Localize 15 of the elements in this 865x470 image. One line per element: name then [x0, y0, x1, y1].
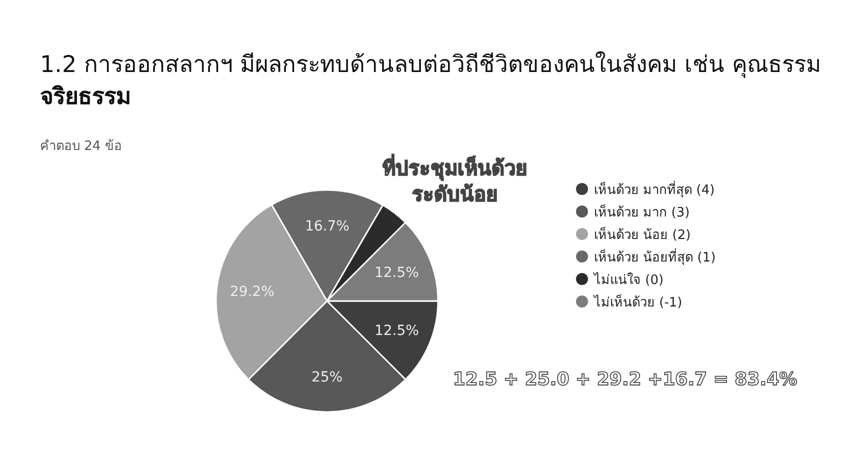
data-label: 29.2% — [230, 284, 274, 300]
legend-label: ไม่เห็นด้วย (-1) — [593, 292, 682, 310]
data-label: 12.5% — [374, 265, 419, 282]
data-label: 25% — [311, 369, 343, 386]
text: 12.5 + 25.0 + 29.2 +16.7 = 83.4% — [452, 369, 798, 390]
title: 1.2 การออกสลากฯ มีผลกระทบด้านลบต่อวิถีชีวิตของคนในสังคม เช่น คุณธรรม จริยธรรม — [40, 52, 821, 110]
legend-label: ไม่แน่ใจ (0) — [593, 272, 664, 288]
text: คำตอบ 24 ข้อ — [40, 139, 122, 154]
legend-label: เห็นด้วย น้อย (2) — [594, 225, 691, 243]
text: ที่ประชุมเห็นด้วย ระดับน้อย — [382, 153, 528, 206]
data-label: 16.7% — [304, 218, 350, 235]
legend-label: เห็นด้วย มากที่สุด (4) — [594, 180, 715, 198]
data-label: 12.5% — [374, 322, 419, 339]
legend-label: เห็นด้วย มาก (3) — [594, 202, 690, 220]
legend-label: เห็นด้วย น้อยที่สุด (1) — [594, 248, 716, 266]
